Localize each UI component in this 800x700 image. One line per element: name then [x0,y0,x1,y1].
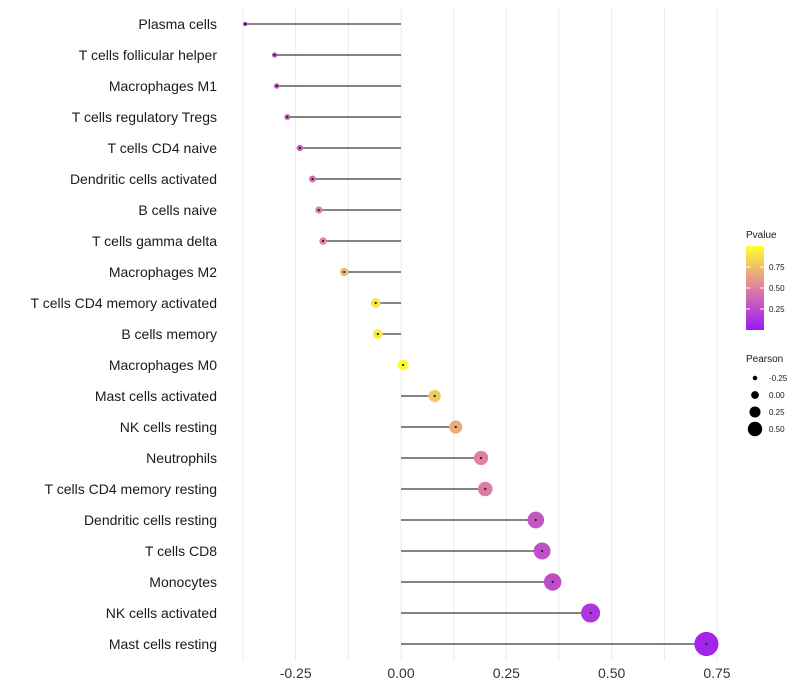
size-legend-label: 0.00 [769,391,785,400]
point-center-20 [705,642,708,646]
category-label: NK cells activated [106,605,217,621]
point-center-7 [321,239,325,243]
category-label: Dendritic cells resting [84,512,217,528]
color-legend: Pvalue 0.75 0.50 0.25 [746,230,785,330]
point-center-5 [311,177,314,181]
point-center-17 [541,549,544,553]
category-label: T cells CD4 memory activated [31,295,217,311]
size-legend: Pearson -0.25 0.00 0.25 0.50 [746,354,788,437]
category-label: T cells follicular helper [79,47,218,63]
x-tick-label: 0.50 [598,665,625,681]
category-label: T cells CD8 [145,543,217,559]
color-legend-title: Pvalue [746,230,777,241]
category-labels: Plasma cells T cells follicular helper Mac… [31,16,218,652]
x-tick-label: -0.25 [280,665,312,681]
category-label: T cells regulatory Tregs [72,109,217,125]
grid-lines [242,8,718,660]
category-label: B cells memory [121,326,217,342]
category-label: Mast cells activated [95,388,217,404]
category-label: Macrophages M1 [109,78,217,94]
point-center-15 [484,487,487,491]
x-tick-label: 0.75 [703,665,730,681]
size-legend-label: -0.25 [769,374,788,383]
point-center-18 [551,580,554,584]
point-center-0 [244,22,247,26]
point-center-3 [286,115,289,119]
point-center-8 [343,270,346,274]
category-label: Monocytes [149,574,217,590]
point-center-6 [317,208,320,212]
point-center-1 [273,53,276,57]
points [243,22,719,657]
size-legend-dot [747,421,763,437]
size-legend-dot [752,375,758,381]
x-tick-label: 0.00 [387,665,414,681]
size-legend-dot [751,391,759,399]
point-center-14 [479,456,483,460]
size-legend-label: 0.50 [769,425,785,434]
category-label: B cells naive [138,202,217,218]
point-center-11 [402,363,405,367]
category-label: Neutrophils [146,450,217,466]
category-label: Macrophages M2 [109,264,217,280]
color-legend-bar [746,246,764,330]
point-center-16 [534,518,537,522]
size-legend-label: 0.25 [769,408,785,417]
color-legend-label: 0.75 [769,263,785,272]
category-label: Dendritic cells activated [70,171,217,187]
color-legend-label: 0.25 [769,305,785,314]
point-center-2 [275,84,278,88]
point-center-4 [298,146,301,150]
point-center-10 [376,332,379,336]
size-legend-title: Pearson [746,354,783,365]
category-label: NK cells resting [120,419,217,435]
size-legend-dot [749,406,761,418]
color-legend-label: 0.50 [769,284,785,293]
point-center-13 [454,425,457,429]
category-label: Plasma cells [138,16,217,32]
point-center-12 [433,394,436,398]
category-label: T cells CD4 naive [108,140,218,156]
point-center-19 [589,611,592,615]
x-tick-label: 0.25 [493,665,520,681]
stems [245,23,707,645]
x-tick-labels: -0.25 0.00 0.25 0.50 0.75 [280,665,731,681]
category-label: Macrophages M0 [109,357,217,373]
category-label: Mast cells resting [109,636,217,652]
point-center-9 [374,301,377,305]
category-label: T cells gamma delta [92,233,217,249]
category-label: T cells CD4 memory resting [45,481,217,497]
